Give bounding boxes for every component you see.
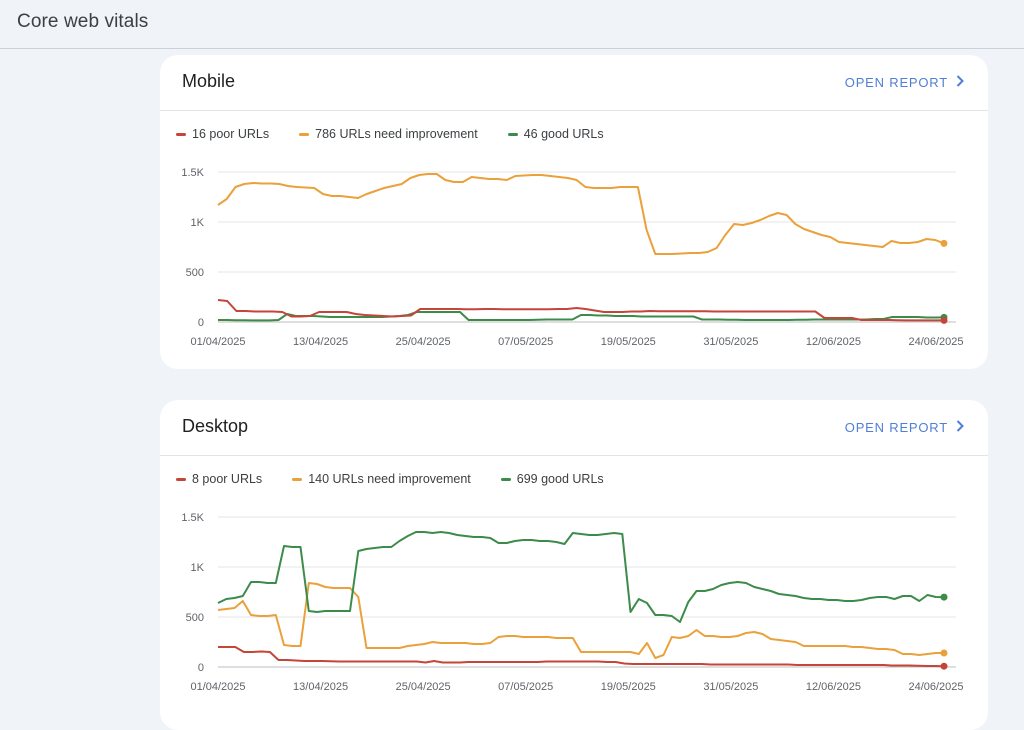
legend-item-good[interactable]: 699 good URLs xyxy=(500,472,604,486)
card-header: Mobile OPEN REPORT xyxy=(160,55,988,111)
y-tick-label: 500 xyxy=(186,267,204,279)
x-tick-label: 13/04/2025 xyxy=(293,681,348,693)
card-header: Desktop OPEN REPORT xyxy=(160,400,988,456)
legend-item-poor[interactable]: 16 poor URLs xyxy=(176,127,269,141)
series-endpoint-poor xyxy=(940,662,948,670)
chart-legend: 16 poor URLs 786 URLs need improvement 4… xyxy=(176,127,604,141)
desktop-report-card: Desktop OPEN REPORT 8 poor URLs 140 URLs… xyxy=(160,400,988,730)
card-title: Desktop xyxy=(182,416,249,436)
legend-swatch-good xyxy=(500,477,511,481)
y-tick-label: 1.5K xyxy=(181,512,204,524)
legend-swatch-poor xyxy=(176,477,186,481)
legend-label-poor: 16 poor URLs xyxy=(192,127,270,141)
x-tick-label: 31/05/2025 xyxy=(703,681,758,693)
x-tick-label: 19/05/2025 xyxy=(601,681,656,693)
mobile-line-chart: 0 500 1K 1.5K 01/04/2025 13/04/2025 25/04/2025… xyxy=(181,167,963,348)
desktop-line-chart: 0 500 1K 1.5K 01/04/2025 13/04/2025 25/04/2025… xyxy=(181,512,963,693)
x-tick-label: 13/04/2025 xyxy=(293,336,348,348)
legend-label-needs-improvement: 140 URLs need improvement xyxy=(308,472,471,486)
open-report-link[interactable]: OPEN REPORT xyxy=(845,75,964,90)
x-tick-label: 12/06/2025 xyxy=(806,336,861,348)
chart-legend: 8 poor URLs 140 URLs need improvement 69… xyxy=(176,472,604,486)
series-line-poor[interactable] xyxy=(217,299,944,322)
legend-swatch-good xyxy=(507,132,518,136)
x-tick-label: 07/05/2025 xyxy=(498,336,553,348)
series-line-needs[interactable] xyxy=(217,582,944,659)
top-bar: Core web vitals xyxy=(0,0,1024,49)
y-tick-label: 1K xyxy=(191,562,205,574)
legend-swatch-needs-improvement xyxy=(292,477,303,481)
y-tick-label: 1.5K xyxy=(181,167,204,179)
y-tick-label: 500 xyxy=(186,612,204,624)
x-tick-label: 19/05/2025 xyxy=(601,336,656,348)
series-line-good[interactable] xyxy=(218,311,945,322)
legend-label-needs-improvement: 786 URLs need improvement xyxy=(315,127,478,141)
x-tick-label: 25/04/2025 xyxy=(396,681,451,693)
series-line-needs[interactable] xyxy=(217,173,945,255)
x-tick-label: 24/06/2025 xyxy=(908,336,963,348)
y-tick-label: 1K xyxy=(191,217,205,229)
legend-label-good: 46 good URLs xyxy=(523,127,604,141)
x-tick-label: 24/06/2025 xyxy=(908,681,963,693)
series-line-poor[interactable] xyxy=(218,646,945,668)
x-tick-label: 01/04/2025 xyxy=(190,681,245,693)
chevron-right-icon xyxy=(956,420,964,435)
legend-swatch-poor xyxy=(176,132,186,136)
open-report-link[interactable]: OPEN REPORT xyxy=(845,420,964,435)
series-endpoint-needs xyxy=(940,649,948,657)
series-endpoint-needs xyxy=(940,239,948,247)
chevron-right-icon xyxy=(956,75,964,90)
legend-label-good: 699 good URLs xyxy=(516,472,604,486)
page-title: Core web vitals xyxy=(17,11,149,32)
legend-label-poor: 8 poor URLs xyxy=(192,472,263,486)
x-tick-label: 31/05/2025 xyxy=(703,336,758,348)
card-title: Mobile xyxy=(182,71,236,91)
legend-item-good[interactable]: 46 good URLs xyxy=(507,127,604,141)
series-endpoint-good xyxy=(940,593,948,601)
series-line-good[interactable] xyxy=(217,531,945,623)
x-tick-label: 25/04/2025 xyxy=(396,336,451,348)
legend-swatch-needs-improvement xyxy=(299,132,310,136)
x-tick-label: 01/04/2025 xyxy=(190,336,245,348)
y-tick-label: 0 xyxy=(198,317,204,329)
open-report-label: OPEN REPORT xyxy=(844,75,948,90)
open-report-label: OPEN REPORT xyxy=(844,420,948,435)
series-endpoint-poor xyxy=(940,316,948,324)
x-tick-label: 07/05/2025 xyxy=(498,681,553,693)
y-tick-label: 0 xyxy=(198,662,204,674)
legend-item-poor[interactable]: 8 poor URLs xyxy=(176,472,262,486)
mobile-report-card: Mobile OPEN REPORT 16 poor URLs 786 URLs… xyxy=(160,55,988,369)
legend-item-needs-improvement[interactable]: 140 URLs need improvement xyxy=(292,472,471,486)
x-tick-label: 12/06/2025 xyxy=(806,681,861,693)
legend-item-needs-improvement[interactable]: 786 URLs need improvement xyxy=(299,127,478,141)
